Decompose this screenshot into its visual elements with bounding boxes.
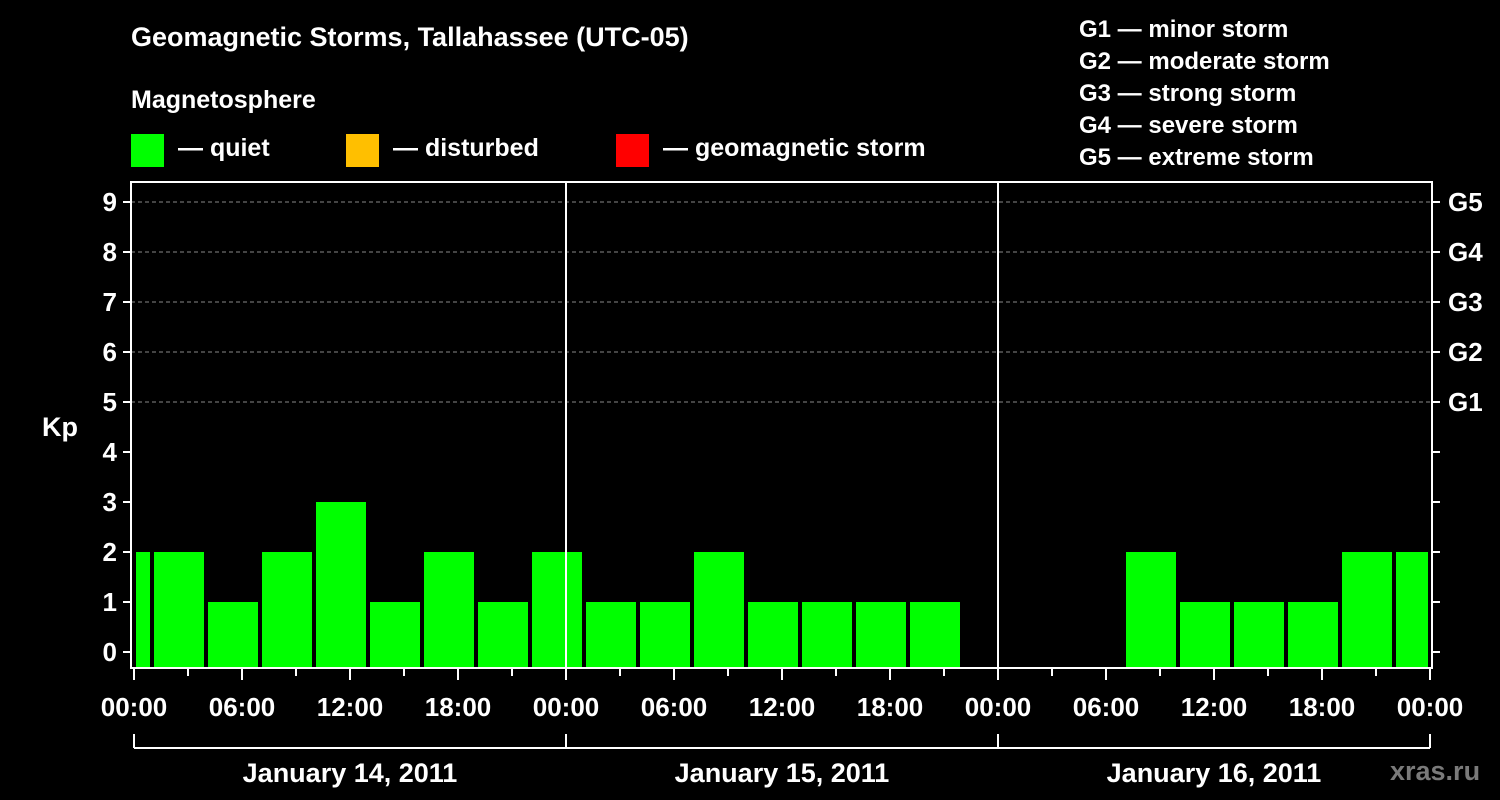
bar-6	[424, 552, 474, 668]
x-tick-label-2: 12:00	[317, 692, 384, 722]
x-tick-label-3: 18:00	[425, 692, 492, 722]
right-tick-label-g5: G5	[1448, 187, 1483, 217]
y-tick-label-4: 4	[103, 437, 118, 467]
bars	[136, 502, 1428, 668]
bar-19	[1288, 602, 1338, 668]
y-tick-label-2: 2	[103, 537, 117, 567]
bar-13	[802, 602, 852, 668]
gridlines	[131, 201, 1432, 403]
storm-scale-legend: G1 — minor storm G2 — moderate storm G3 …	[1079, 14, 1330, 174]
storm-scale-g5: G5 — extreme storm	[1079, 144, 1314, 171]
right-tick-label-g1: G1	[1448, 387, 1483, 417]
y-tick-label-1: 1	[103, 587, 117, 617]
watermark: xras.ru	[1390, 756, 1481, 786]
x-tick-label-12: 00:00	[1397, 692, 1464, 722]
legend-item-disturbed: — disturbed	[346, 134, 596, 168]
y-tick-label-3: 3	[103, 487, 117, 517]
x-tick-label-8: 00:00	[965, 692, 1032, 722]
day-label-2: January 16, 2011	[1107, 758, 1322, 788]
x-tick-label-1: 06:00	[209, 692, 276, 722]
legend-label-storm: — geomagnetic storm	[663, 134, 926, 162]
x-tick-label-4: 00:00	[533, 692, 600, 722]
x-tick-label-6: 12:00	[749, 692, 816, 722]
bar-20	[1342, 552, 1392, 668]
y-tick-label-9: 9	[103, 187, 117, 217]
right-tick-label-g3: G3	[1448, 287, 1483, 317]
storm-scale-g3: G3 — strong storm	[1079, 80, 1297, 107]
tick-labels: 0 1 2 3 4 5 6 7 8 9 G1 G2 G3 G4 G5 00:00 06:00 12:00 18:00…	[101, 187, 1483, 788]
storm-scale-g4: G4 — severe storm	[1079, 112, 1298, 139]
x-tick-label-11: 18:00	[1289, 692, 1356, 722]
bar-14	[856, 602, 906, 668]
y-axis-label: Kp	[42, 412, 78, 442]
legend-item-storm: — geomagnetic storm	[616, 134, 956, 168]
legend-swatch-disturbed	[346, 134, 379, 167]
y-tick-label-0: 0	[103, 637, 117, 667]
bar-16	[1126, 552, 1176, 668]
legend-swatch-storm	[616, 134, 649, 167]
x-tick-label-10: 12:00	[1181, 692, 1248, 722]
y-tick-label-6: 6	[103, 337, 117, 367]
bar-15	[910, 602, 960, 668]
bar-18	[1234, 602, 1284, 668]
bar-4	[316, 502, 366, 668]
y-tick-label-8: 8	[103, 237, 117, 267]
day-label-0: January 14, 2011	[243, 758, 458, 788]
x-tick-label-0: 00:00	[101, 692, 168, 722]
x-tick-label-5: 06:00	[641, 692, 708, 722]
bar-3	[262, 552, 312, 668]
y-tick-label-7: 7	[103, 287, 117, 317]
y-tick-label-5: 5	[103, 387, 117, 417]
bar-0	[136, 552, 150, 668]
bar-12	[748, 602, 798, 668]
bar-11	[694, 552, 744, 668]
right-tick-label-g4: G4	[1448, 237, 1483, 267]
bar-10	[640, 602, 690, 668]
chart-title: Geomagnetic Storms, Tallahassee (UTC-05)	[131, 22, 689, 52]
right-tick-label-g2: G2	[1448, 337, 1483, 367]
legend-swatch-quiet	[131, 134, 164, 167]
bar-1	[154, 552, 204, 668]
bar-17	[1180, 602, 1230, 668]
bar-21	[1396, 552, 1428, 668]
bar-2	[208, 602, 258, 668]
storm-scale-g1: G1 — minor storm	[1079, 16, 1289, 43]
legend-item-quiet: — quiet	[131, 134, 331, 168]
axes	[123, 181, 1440, 749]
bar-7	[478, 602, 528, 668]
bar-9	[586, 602, 636, 668]
day-label-1: January 15, 2011	[675, 758, 890, 788]
chart-subtitle: Magnetosphere	[131, 86, 316, 114]
bar-5	[370, 602, 420, 668]
bar-8	[532, 552, 582, 668]
legend-label-disturbed: — disturbed	[393, 134, 539, 162]
x-tick-label-9: 06:00	[1073, 692, 1140, 722]
storm-scale-g2: G2 — moderate storm	[1079, 48, 1330, 75]
legend-label-quiet: — quiet	[178, 134, 270, 162]
x-tick-label-7: 18:00	[857, 692, 924, 722]
